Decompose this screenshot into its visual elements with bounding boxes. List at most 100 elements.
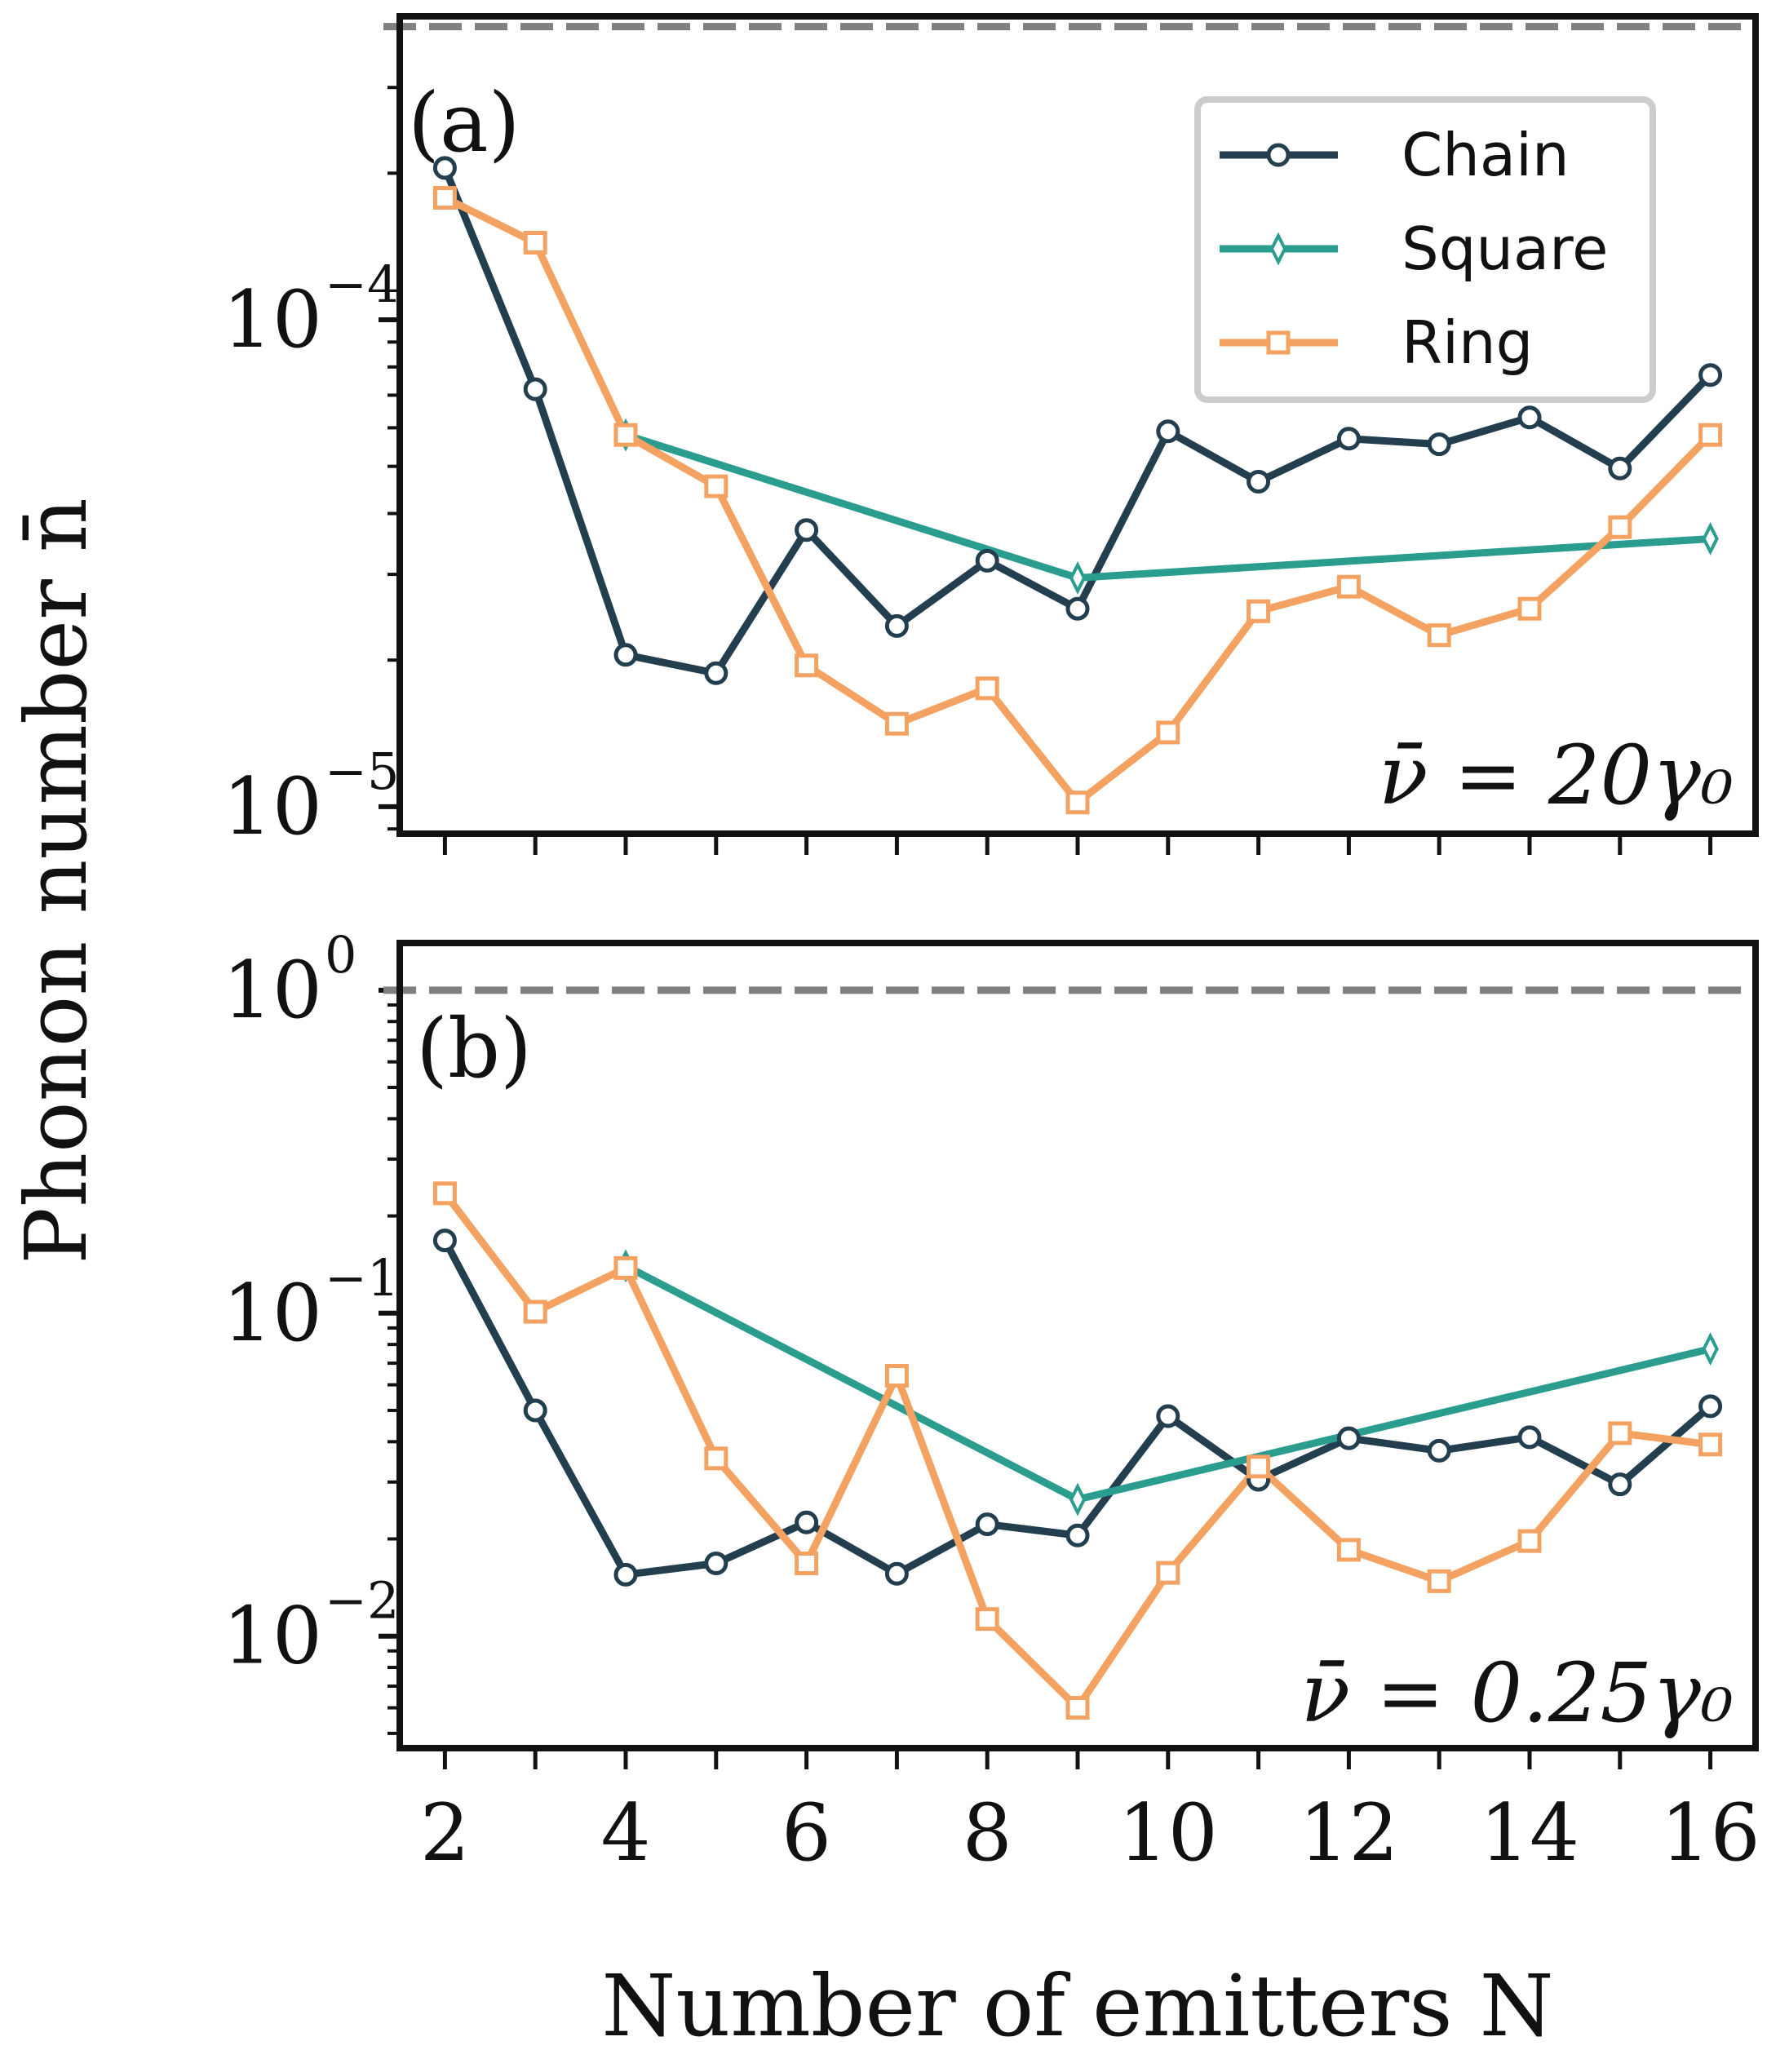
data-point-ring (523, 230, 547, 255)
x-tick-label: 6 (782, 1787, 831, 1879)
data-point-chain (432, 1229, 457, 1253)
data-point-ring (1427, 1569, 1451, 1593)
data-point-ring (884, 711, 909, 736)
panel-a-annotation: ν̄ = 20γ₀ (1379, 728, 1734, 823)
data-point-ring (1065, 1696, 1090, 1720)
data-point-square (1069, 1482, 1087, 1516)
x-tick-label: 16 (1661, 1787, 1760, 1879)
y-axis-title: Phonon number n̄ (7, 498, 106, 1264)
data-point-chain (1608, 1472, 1632, 1497)
legend-marker-chain (1266, 143, 1291, 167)
data-point-chain (1065, 1523, 1090, 1547)
x-tick-label: 4 (600, 1787, 650, 1879)
data-point-ring (795, 1551, 819, 1575)
data-point-ring (432, 1181, 457, 1206)
data-point-chain (884, 613, 909, 638)
x-axis-title: Number of emitters N (601, 1956, 1553, 2056)
data-point-ring (975, 676, 999, 701)
panel-a-label: (a) (408, 75, 520, 170)
data-point-ring (613, 423, 638, 447)
data-point-ring (1247, 599, 1271, 623)
data-point-ring (1247, 1454, 1271, 1479)
data-point-chain (704, 1551, 728, 1575)
x-tick-labels: 2 4 6 8 10 12 14 16 (420, 1787, 1760, 1879)
data-point-ring (1065, 790, 1090, 815)
data-point-chain (1156, 419, 1180, 444)
data-point-chain (1517, 405, 1542, 430)
y-tick-label-base: 10 (223, 1268, 322, 1359)
data-point-chain (1065, 596, 1090, 621)
y-tick-label-base: 10 (223, 761, 322, 852)
y-tick-label-exponent: −4 (325, 255, 399, 314)
data-point-chain (1517, 1425, 1542, 1450)
x-tick-label: 14 (1480, 1787, 1579, 1879)
x-tick-label: 8 (963, 1787, 1012, 1879)
panel-a-ticks: 10−410−5 (223, 24, 1713, 855)
panel-b-series (432, 1181, 1723, 1720)
y-tick-label-exponent: 0 (325, 925, 356, 985)
data-point-chain (1608, 456, 1632, 480)
data-point-ring (613, 1255, 638, 1280)
data-point-chain (1247, 469, 1271, 494)
data-point-chain (1336, 427, 1361, 451)
y-tick-label-exponent: −2 (325, 1571, 399, 1631)
data-point-ring (975, 1607, 999, 1631)
data-point-chain (1427, 1438, 1451, 1463)
data-point-chain (1427, 432, 1451, 457)
data-point-ring (432, 186, 457, 210)
data-point-ring (884, 1364, 909, 1388)
legend-marker-ring (1266, 330, 1291, 355)
data-point-square (1069, 560, 1087, 595)
data-point-ring (1698, 423, 1723, 447)
data-point-chain (432, 156, 457, 180)
data-point-chain (1698, 1394, 1723, 1419)
legend: Chain Square Ring (1194, 96, 1656, 403)
data-point-ring (1336, 1538, 1361, 1562)
data-point-ring (1427, 623, 1451, 648)
data-point-ring (1156, 720, 1180, 745)
y-tick-label-exponent: −5 (325, 742, 399, 801)
data-point-chain (1698, 363, 1723, 387)
data-point-ring (704, 474, 728, 498)
data-point-square (1702, 521, 1719, 556)
panel-b-label: (b) (416, 1001, 532, 1096)
panel-b-annotation: ν̄ = 0.25γ₀ (1300, 1645, 1734, 1741)
data-point-chain (523, 1398, 547, 1423)
data-point-ring (1336, 574, 1361, 599)
data-point-chain (795, 1510, 819, 1534)
data-point-ring (523, 1299, 547, 1324)
data-point-chain (704, 661, 728, 685)
data-point-chain (523, 377, 547, 401)
data-point-chain (795, 518, 819, 542)
data-point-ring (1698, 1432, 1723, 1457)
legend-label-ring: Ring (1402, 308, 1533, 377)
data-point-ring (1156, 1561, 1180, 1585)
y-tick-label-base: 10 (223, 274, 322, 365)
legend-label-square: Square (1402, 215, 1608, 283)
y-tick-label-base: 10 (223, 945, 322, 1036)
x-tick-label: 12 (1299, 1787, 1398, 1879)
data-point-chain (1156, 1404, 1180, 1428)
legend-marker-square (1269, 232, 1287, 266)
data-point-chain (975, 1512, 999, 1537)
data-point-chain (1336, 1426, 1361, 1450)
data-point-chain (975, 548, 999, 573)
data-point-chain (613, 643, 638, 667)
legend-box (1194, 96, 1656, 403)
x-tick-label: 2 (420, 1787, 470, 1879)
y-tick-label-base: 10 (223, 1591, 322, 1682)
data-point-ring (795, 653, 819, 678)
legend-label-chain: Chain (1402, 121, 1570, 189)
y-tick-label-exponent: −1 (325, 1248, 399, 1308)
data-point-chain (884, 1561, 909, 1586)
data-point-ring (1608, 515, 1632, 539)
data-point-ring (704, 1446, 728, 1471)
data-point-ring (1517, 1529, 1542, 1553)
data-point-ring (1517, 596, 1542, 621)
x-tick-label: 10 (1118, 1787, 1218, 1879)
data-point-chain (613, 1562, 638, 1587)
